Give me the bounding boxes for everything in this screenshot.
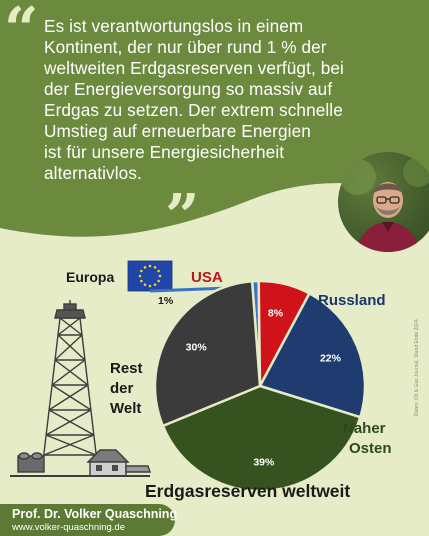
quote-line: Es ist verantwortungslos in einem: [44, 16, 304, 36]
footer-band: [0, 504, 175, 536]
quote-line: alternativlos.: [44, 163, 142, 183]
quote-line: ist für unsere Energiesicherheit: [44, 142, 285, 162]
author-name: Prof. Dr. Volker Quaschning: [12, 507, 178, 521]
category-label-line: Rest: [110, 360, 143, 377]
category-label-rest: Rest der Welt: [110, 359, 143, 419]
pie-chart: 1% 8% 22% 39% 30%: [149, 279, 367, 493]
quote-text: Es ist verantwortungslos in einem Kontin…: [44, 16, 354, 184]
pie-value-label: 30%: [186, 341, 208, 353]
pie-value-label: 22%: [320, 352, 342, 364]
quote-open-icon: “: [4, 0, 39, 65]
eu-star: [153, 266, 157, 269]
pie-value-label: 8%: [268, 308, 284, 320]
quote-line: der Energieversorgung so massiv auf: [44, 79, 333, 99]
source-note: Daten: Oil & Gas Journal, Stand Ende 202…: [414, 319, 420, 416]
pie-value-label: 39%: [253, 457, 275, 469]
eu-star: [148, 284, 152, 288]
pie-slice-naher-osten: [161, 384, 362, 493]
pie-value-label: 1%: [158, 295, 174, 307]
category-label-russland: Russland: [318, 292, 386, 309]
category-label-line: Osten: [349, 440, 392, 457]
category-label-line: Welt: [110, 400, 142, 417]
gas-rig-icon: [10, 300, 151, 477]
eu-star: [157, 269, 160, 273]
category-label-europa: Europa: [66, 269, 115, 285]
eu-star: [143, 266, 147, 269]
pie-slice-russland: [258, 291, 367, 419]
category-label-usa: USA: [191, 269, 223, 286]
pie-slice-rest-der-welt: [153, 279, 262, 428]
quote-line: Umstieg auf erneuerbare Energien: [44, 121, 311, 141]
eu-star: [138, 274, 142, 278]
quote-line: Erdgas zu setzen. Der extrem schnelle: [44, 100, 343, 120]
author-url[interactable]: www.volker-quaschning.de: [12, 522, 126, 533]
chart-title: Erdgasreserven weltweit: [145, 481, 351, 501]
eu-star: [140, 269, 143, 273]
eu-flag-icon: [127, 260, 173, 292]
eu-star: [153, 283, 157, 286]
category-label-line: Naher: [343, 420, 386, 437]
eu-star: [143, 283, 147, 286]
eu-star: [157, 279, 160, 283]
quote-close-icon: ”: [165, 182, 200, 252]
quote-lines: Es ist verantwortungslos in einem Kontin…: [44, 16, 354, 184]
eu-star: [140, 279, 143, 283]
quote-line: weltweiten Erdgasreserven verfügt, bei: [44, 58, 344, 78]
category-label-naher-osten: Naher Osten: [343, 419, 392, 459]
quote-banner: [0, 0, 429, 237]
eu-star: [158, 274, 162, 278]
category-label-line: der: [110, 380, 134, 397]
quote-line: Kontinent, der nur über rund 1 % der: [44, 37, 327, 57]
eu-star: [148, 264, 152, 268]
